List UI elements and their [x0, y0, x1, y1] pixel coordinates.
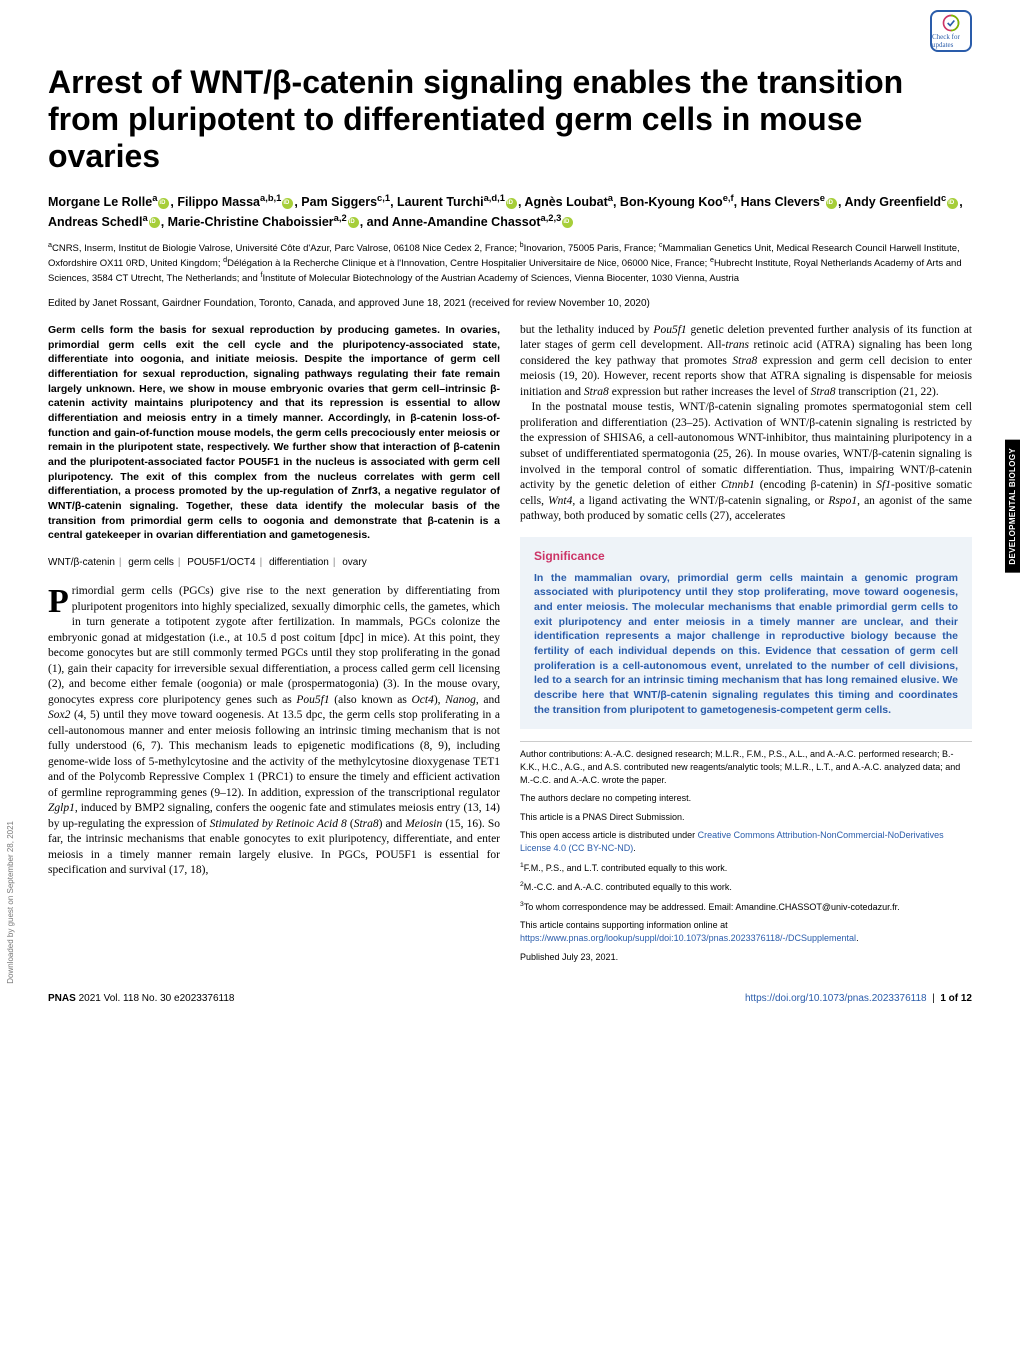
- footer-left: PNAS PNAS 2021 Vol. 118 No. 30 e20233761…: [48, 993, 234, 1004]
- page-number: 1 of 12: [940, 993, 972, 1004]
- keyword: POU5F1/OCT4: [187, 557, 255, 568]
- competing-interest: The authors declare no competing interes…: [520, 792, 972, 805]
- article-title: Arrest of WNT/β-catenin signaling enable…: [48, 64, 972, 174]
- footer-citation: 2021 Vol. 118 No. 30 e2023376118: [79, 993, 235, 1004]
- significance-box: Significance In the mammalian ovary, pri…: [520, 537, 972, 730]
- abstract: Germ cells form the basis for sexual rep…: [48, 323, 500, 543]
- footnote-2: 2M.-C.C. and A.-A.C. contributed equally…: [520, 880, 972, 894]
- body-text-col1: Primordial germ cells (PGCs) give rise t…: [48, 584, 500, 879]
- download-note: Downloaded by guest on September 28, 202…: [6, 821, 15, 984]
- dropcap: P: [48, 584, 72, 616]
- body-paragraph: In the postnatal mouse testis, WNT/β-cat…: [520, 400, 972, 524]
- supplemental: This article contains supporting informa…: [520, 919, 972, 944]
- license: This open access article is distributed …: [520, 829, 972, 854]
- author-list: Morgane Le Rollea, Filippo Massaa,b,1, P…: [48, 192, 972, 231]
- published-date: Published July 23, 2021.: [520, 951, 972, 964]
- body-paragraph: rimordial germ cells (PGCs) give rise to…: [48, 585, 500, 876]
- body-text-col2: but the lethality induced by Pou5f1 gene…: [520, 323, 972, 525]
- page-footer: PNAS PNAS 2021 Vol. 118 No. 30 e20233761…: [48, 993, 972, 1004]
- affiliations: aCNRS, Inserm, Institut de Biologie Valr…: [48, 241, 972, 286]
- footnote-3: 3To whom correspondence may be addressed…: [520, 900, 972, 914]
- keywords: WNT/β-catenin| germ cells| POU5F1/OCT4| …: [48, 557, 500, 568]
- body-paragraph: but the lethality induced by Pou5f1 gene…: [520, 323, 972, 401]
- check-circle-icon: [941, 13, 961, 33]
- article-meta: Author contributions: A.-A.C. designed r…: [520, 741, 972, 963]
- significance-text: In the mammalian ovary, primordial germ …: [534, 571, 958, 718]
- keyword: differentiation: [269, 557, 329, 568]
- direct-submission: This article is a PNAS Direct Submission…: [520, 811, 972, 824]
- keyword: germ cells: [128, 557, 174, 568]
- doi-link[interactable]: https://doi.org/10.1073/pnas.2023376118: [745, 993, 927, 1004]
- edited-by: Edited by Janet Rossant, Gairdner Founda…: [48, 298, 972, 309]
- check-updates-badge[interactable]: Check for updates: [930, 10, 972, 52]
- section-tab: DEVELOPMENTAL BIOLOGY: [1005, 440, 1020, 573]
- supplemental-link[interactable]: https://www.pnas.org/lookup/suppl/doi:10…: [520, 933, 856, 943]
- keyword: ovary: [342, 557, 366, 568]
- author-contributions: Author contributions: A.-A.C. designed r…: [520, 748, 972, 786]
- significance-heading: Significance: [534, 549, 958, 563]
- keyword: WNT/β-catenin: [48, 557, 115, 568]
- footer-right: https://doi.org/10.1073/pnas.2023376118 …: [745, 993, 972, 1004]
- check-updates-label: Check for updates: [932, 33, 970, 49]
- footnote-1: 1F.M., P.S., and L.T. contributed equall…: [520, 861, 972, 875]
